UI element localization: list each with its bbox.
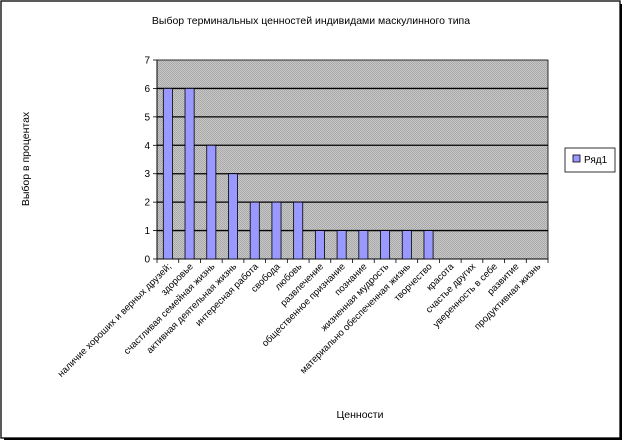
- y-tick-label: 6: [144, 84, 150, 95]
- plot-area: [156, 59, 549, 260]
- y-tick-label: 5: [144, 112, 150, 123]
- bar: [380, 230, 391, 260]
- bar: [228, 173, 238, 260]
- bar: [293, 201, 304, 260]
- x-axis-title: Ценности: [337, 409, 384, 421]
- legend-swatch: [572, 154, 581, 163]
- y-tick-label: 3: [144, 169, 150, 180]
- bar: [358, 230, 369, 260]
- bar: [184, 88, 195, 260]
- chart-title: Выбор терминальных ценностей индивидами …: [152, 15, 470, 27]
- y-tick-label: 4: [144, 141, 150, 152]
- bar: [249, 201, 260, 260]
- y-tick-label: 2: [144, 198, 150, 209]
- frame-shadow-right: [620, 4, 622, 440]
- bar: [206, 144, 217, 260]
- bar: [423, 230, 434, 260]
- bar: [162, 88, 173, 260]
- bar: [314, 230, 325, 260]
- y-tick-label: 1: [144, 226, 150, 237]
- legend-label: Ряд1: [584, 155, 608, 166]
- y-axis-title: Выбор в процентах: [20, 111, 32, 206]
- bar: [271, 201, 282, 260]
- frame-shadow-bottom: [4, 438, 621, 440]
- bar: [336, 230, 347, 260]
- y-axis: 0 1 2 3 4 5 6 7: [144, 56, 158, 266]
- bar: [401, 230, 412, 260]
- y-tick-label: 0: [144, 255, 150, 266]
- y-tick-label: 7: [144, 56, 150, 67]
- legend: Ряд1: [564, 147, 616, 173]
- gridlines: [157, 87, 548, 232]
- bars: [162, 88, 434, 260]
